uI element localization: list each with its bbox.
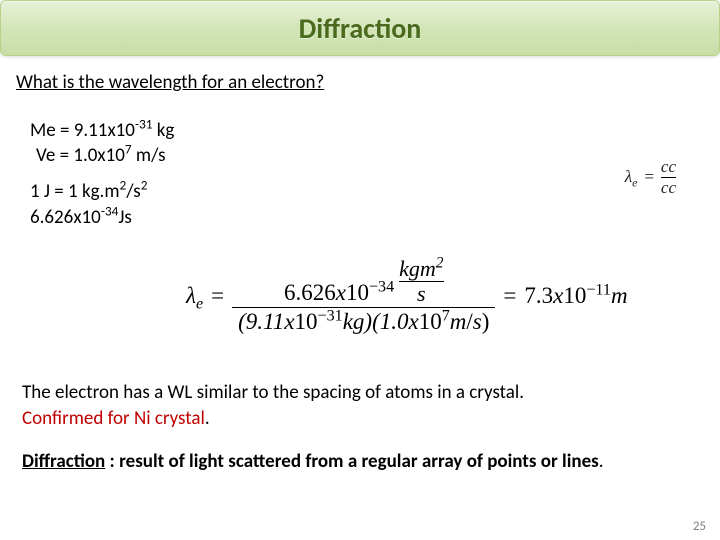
conclusion-line2: Confirmed for Ni crystal. xyxy=(22,406,698,432)
joule-definition: 1 J = 1 kg.m2/s2 xyxy=(30,179,704,205)
planck-constant: 6.626x10-34Js xyxy=(30,205,704,231)
slide-title: Diffraction xyxy=(299,11,422,46)
lambda-e: λe xyxy=(186,283,203,309)
conclusion-block: The electron has a WL similar to the spa… xyxy=(22,380,698,475)
title-bar: Diffraction xyxy=(0,0,720,56)
denominator: (9.11x10−31kg)(1.0x107m/s) xyxy=(232,308,495,334)
unit-definitions: 1 J = 1 kg.m2/s2 6.626x10-34Js xyxy=(30,179,704,230)
given-values: Me = 9.11x10-31 kg Ve = 1.0x107 m/s xyxy=(30,118,704,169)
conclusion-line1: The electron has a WL similar to the spa… xyxy=(22,380,698,406)
content-area: What is the wavelength for an electron? … xyxy=(0,56,720,230)
unit-fraction: kgm2 s xyxy=(399,258,443,305)
numerator: 6.626x10−34 kgm2 s xyxy=(278,258,450,307)
result: 7.3x10−11m xyxy=(524,283,627,309)
main-equation: λe = 6.626x10−34 kgm2 s (9.11x10−31kg)(1… xyxy=(186,258,628,334)
page-number: 25 xyxy=(693,519,706,534)
question-text: What is the wavelength for an electron? xyxy=(16,70,704,96)
side-equation: λe = cc cc xyxy=(625,158,676,197)
diffraction-definition: Diffraction : result of light scattered … xyxy=(22,449,698,475)
electron-mass: Me = 9.11x10-31 kg xyxy=(30,118,704,144)
fraction: 6.626x10−34 kgm2 s (9.11x10−31kg)(1.0x10… xyxy=(232,258,495,334)
electron-velocity: Ve = 1.0x107 m/s xyxy=(36,143,704,169)
